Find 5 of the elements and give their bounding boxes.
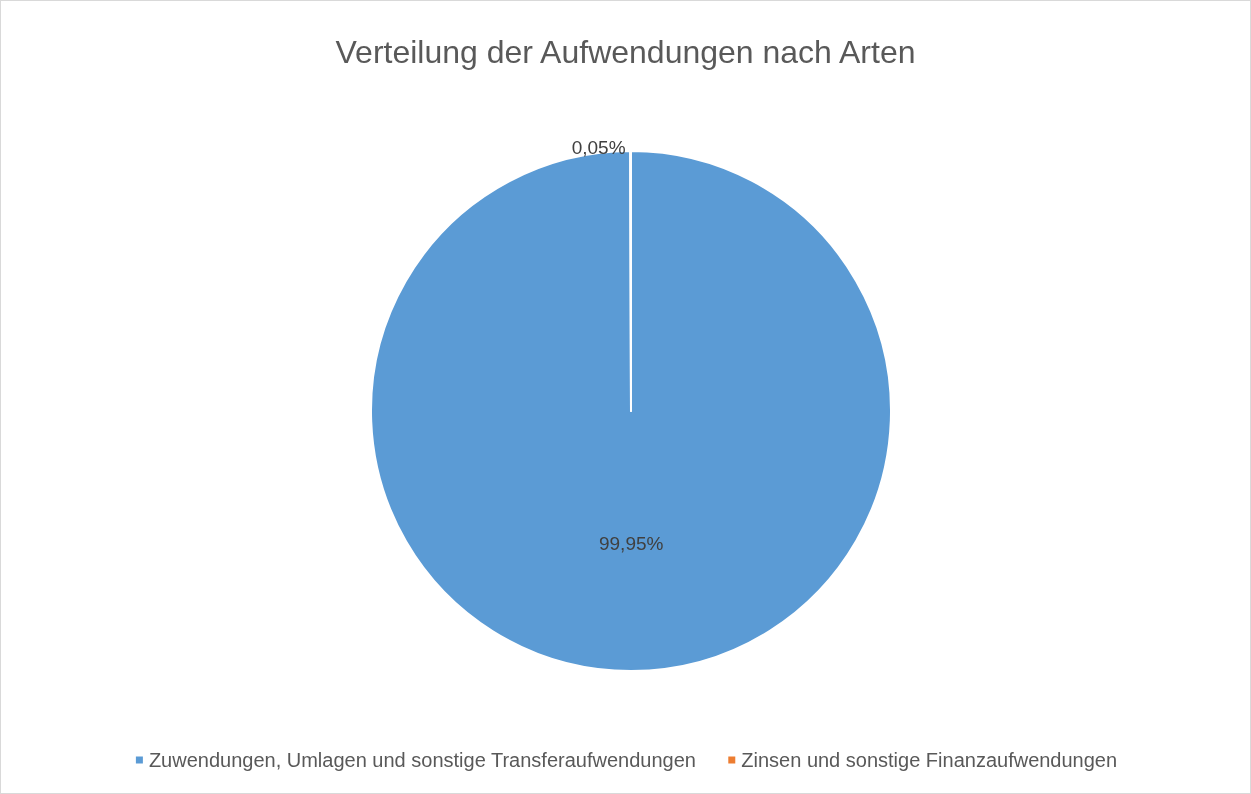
chart-title: Verteilung der Aufwendungen nach Arten: [335, 34, 916, 70]
legend-label: Zuwendungen, Umlagen und sonstige Transferaufwendungen: [148, 749, 696, 771]
data-label: 99,95%: [598, 533, 664, 555]
legend-label: Zinsen und sonstige Finanzaufwendungen: [741, 749, 1118, 771]
data-label: 0,05%: [571, 136, 626, 158]
